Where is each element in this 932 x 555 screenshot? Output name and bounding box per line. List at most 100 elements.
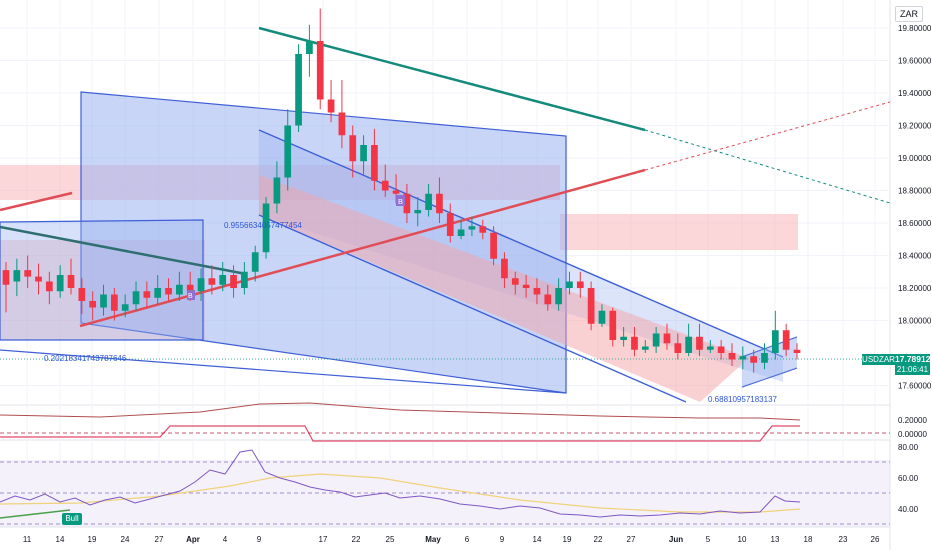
- time-tick-label: 6: [465, 535, 470, 544]
- b-marker-text: B: [398, 197, 403, 206]
- candle-body: [436, 193, 443, 214]
- candle-body: [284, 125, 292, 178]
- candle-body: [555, 288, 562, 305]
- candle-body: [381, 180, 389, 191]
- candle-body: [371, 145, 378, 181]
- price-tick-label: 19.40000: [898, 89, 932, 98]
- candle-body: [219, 275, 227, 285]
- candle-body: [761, 353, 768, 363]
- candle-body: [360, 145, 367, 162]
- rsi-tick-label: 40.00: [898, 505, 919, 514]
- candle-body: [490, 232, 497, 259]
- currency-label[interactable]: ZAR: [895, 6, 923, 22]
- time-tick-label: 11: [23, 535, 32, 544]
- candle-body: [338, 112, 346, 136]
- channel-bottom-line: [258, 214, 687, 403]
- time-tick-label: 27: [155, 535, 164, 544]
- candle-body: [251, 252, 259, 272]
- time-tick-label: 9: [500, 535, 505, 544]
- red-uptrend-ext: [644, 101, 891, 171]
- price-tick-label: 18.00000: [898, 317, 932, 326]
- candle-body: [403, 193, 411, 214]
- candle-body: [89, 301, 97, 308]
- candle-body: [696, 336, 703, 350]
- channel-red-lower: [259, 175, 749, 402]
- osc-tick-label: 0.20000: [898, 416, 927, 425]
- bull-signal-tag: Bull: [62, 513, 82, 525]
- channel-box-down: [259, 130, 783, 382]
- supply-zone-right: [560, 214, 798, 250]
- candle-body: [2, 270, 10, 285]
- candle-body: [706, 346, 714, 350]
- candle-body: [750, 356, 758, 363]
- candle-body: [641, 346, 649, 350]
- candle-body: [544, 294, 552, 305]
- candle-body: [165, 288, 172, 295]
- candle-body: [522, 284, 530, 288]
- price-tick-label: 18.40000: [898, 252, 932, 261]
- time-tick-label: 24: [121, 535, 130, 544]
- time-tick-label: 10: [738, 535, 747, 544]
- candle-body: [446, 213, 454, 236]
- osc-pane-bg: [0, 405, 890, 440]
- candle-body: [425, 193, 432, 210]
- candle-body: [501, 258, 508, 279]
- candle-body: [154, 288, 162, 298]
- time-tick-label: May: [425, 535, 441, 544]
- candle-body: [652, 333, 660, 347]
- symbol-label: USDZAR: [862, 354, 895, 365]
- candle-body: [273, 177, 281, 204]
- candle-body: [728, 353, 736, 360]
- candle-body: [100, 294, 107, 308]
- red-uptrend-line: [79, 168, 646, 328]
- time-tick-label: 13: [771, 535, 780, 544]
- rsi-tick-label: 80.00: [898, 443, 919, 452]
- candle-body: [663, 333, 671, 344]
- candle-body: [241, 271, 248, 288]
- fib-label-left: 0.20218341743787646: [44, 354, 127, 363]
- time-tick-label: 19: [563, 535, 572, 544]
- candle-body: [414, 210, 422, 214]
- candle-body: [230, 275, 237, 288]
- time-tick-label: 14: [533, 535, 542, 544]
- time-tick-label: 18: [804, 535, 813, 544]
- price-tick-label: 18.20000: [898, 284, 932, 293]
- time-tick-label: 19: [88, 535, 97, 544]
- candle-body: [327, 99, 335, 113]
- price-tick-label: 18.60000: [898, 219, 932, 228]
- fib-label-bottom: 0.68810957183137: [708, 395, 778, 404]
- candle-body: [598, 310, 606, 324]
- candle-body: [566, 281, 573, 288]
- channel-top-line: [258, 129, 784, 358]
- time-tick-label: 22: [352, 535, 361, 544]
- osc-tick-label: 0.00000: [898, 430, 927, 439]
- b-marker: [396, 195, 405, 206]
- candle-body: [674, 343, 682, 353]
- time-tick-label: 14: [56, 535, 65, 544]
- red-short-line: [0, 191, 73, 212]
- candles: [2, 8, 801, 373]
- green-bull-line: [0, 509, 71, 519]
- price-tick-label: 19.00000: [898, 154, 932, 163]
- osc-signal-line: [0, 402, 801, 421]
- candle-body: [349, 135, 357, 162]
- candle-body: [576, 281, 584, 288]
- candle-body: [479, 226, 487, 233]
- time-tick-label: 26: [871, 535, 880, 544]
- candle-body: [208, 278, 216, 285]
- candle-body: [45, 281, 53, 292]
- candle-body: [457, 229, 465, 236]
- last-price-value: 17.78912: [895, 354, 931, 365]
- candle-body: [511, 278, 519, 285]
- time-tick-label: 25: [386, 535, 395, 544]
- fib-lower-line: [0, 349, 567, 394]
- channel-box-b: [0, 219, 204, 341]
- candle-body: [143, 291, 151, 298]
- candle-body: [262, 203, 270, 253]
- rsi-line: [0, 449, 801, 518]
- price-tick-label: 17.60000: [898, 382, 932, 391]
- candle-body: [56, 275, 64, 292]
- candle-body: [771, 330, 779, 353]
